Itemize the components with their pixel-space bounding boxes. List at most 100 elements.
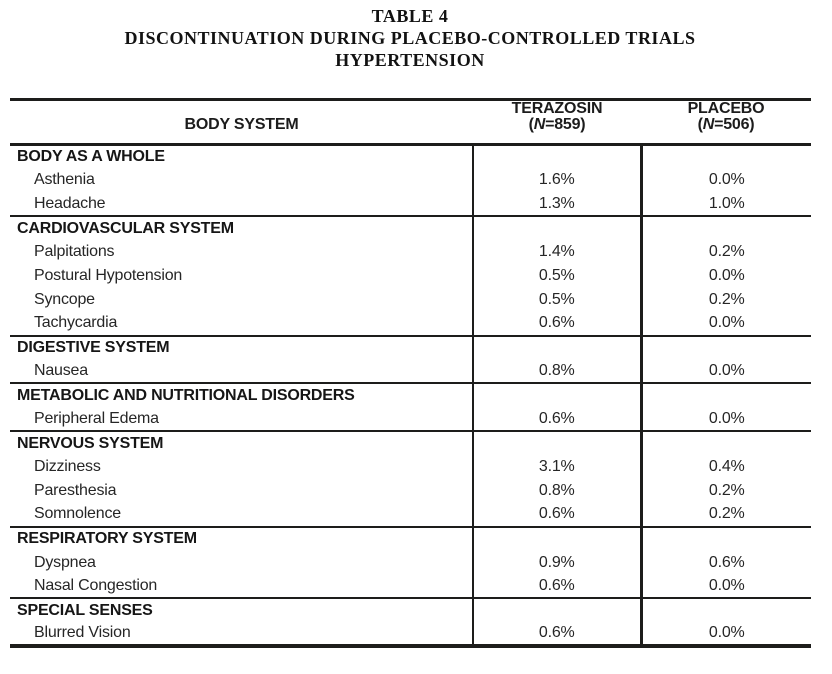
section-header-label: RESPIRATORY SYSTEM xyxy=(10,525,473,551)
section-header-row: CARDIOVASCULAR SYSTEM xyxy=(10,215,811,241)
table-row: Asthenia 1.6% 0.0% xyxy=(10,168,811,193)
table-row: Peripheral Edema 0.6% 0.0% xyxy=(10,407,811,432)
terazosin-value: 0.5% xyxy=(472,287,641,312)
terazosin-value: 1.3% xyxy=(472,192,641,217)
adverse-event-label: Palpitations xyxy=(34,243,115,260)
terazosin-name: TERAZOSIN xyxy=(511,100,603,117)
adverse-event-label: Paresthesia xyxy=(34,481,117,499)
placebo-value: 0.2% xyxy=(639,287,811,312)
section-header-label: SPECIAL SENSES xyxy=(10,597,473,623)
table-row: Dizziness 3.1% 0.4% xyxy=(10,455,811,479)
table-body: BODY AS A WHOLE Asthenia 1.6% 0.0% Headache 1… xyxy=(10,144,811,647)
table-row: Blurred Vision 0.6% 0.0% xyxy=(10,622,811,647)
table-title: TABLE 4 DISCONTINUATION DURING PLACEBO-C… xyxy=(10,5,810,71)
section-header-row: RESPIRATORY SYSTEM xyxy=(10,525,811,551)
terazosin-empty-cell xyxy=(472,430,641,456)
table-row: Tachycardia 0.6% 0.0% xyxy=(10,311,811,336)
placebo-empty-cell xyxy=(639,215,811,241)
column-header-terazosin: TERAZOSIN (N=859) xyxy=(473,99,641,146)
placebo-empty-cell xyxy=(639,382,811,408)
section-header-row: BODY AS A WHOLE xyxy=(10,144,811,169)
section-header-label: METABOLIC AND NUTRITIONAL DISORDERS xyxy=(10,382,473,408)
section-header-row: DIGESTIVE SYSTEM xyxy=(10,334,811,360)
table-row: Nausea 0.8% 0.0% xyxy=(10,359,811,384)
terazosin-empty-cell xyxy=(472,382,641,408)
terazosin-value: 0.6% xyxy=(472,407,641,432)
adverse-event-label: Nasal Congestion xyxy=(34,576,158,594)
table-row: Palpitations 1.4% 0.2% xyxy=(10,240,811,264)
section-header-label: NERVOUS SYSTEM xyxy=(10,430,473,456)
terazosin-empty-cell xyxy=(472,597,641,623)
placebo-empty-cell xyxy=(639,430,811,456)
table-row: Paresthesia 0.8% 0.2% xyxy=(10,478,811,503)
terazosin-value: 1.6% xyxy=(472,168,641,193)
placebo-value: 0.6% xyxy=(639,550,811,575)
column-header-placebo: PLACEBO (N=506) xyxy=(641,99,811,146)
n-open: ( xyxy=(528,116,534,133)
section-header-label: BODY AS A WHOLE xyxy=(17,148,165,166)
terazosin-value: 0.8% xyxy=(472,478,641,503)
placebo-empty-cell xyxy=(639,597,811,623)
table-row: Headache 1.3% 1.0% xyxy=(10,192,811,217)
table-title-sub: HYPERTENSION xyxy=(335,50,485,70)
discontinuation-table: BODY SYSTEM TERAZOSIN (N=859) PLACEBO (N… xyxy=(10,98,811,649)
adverse-event-label: Dyspnea xyxy=(34,553,96,571)
n-italic: N xyxy=(533,116,546,133)
placebo-value: 0.0% xyxy=(639,359,811,384)
terazosin-value: 0.9% xyxy=(472,550,641,575)
adverse-event-label: Somnolence xyxy=(34,505,121,523)
adverse-event-label: Asthenia xyxy=(34,171,95,189)
terazosin-value: 0.6% xyxy=(472,622,641,647)
terazosin-value: 0.6% xyxy=(472,574,641,599)
terazosin-value: 0.8% xyxy=(472,359,641,384)
table-row: Somnolence 0.6% 0.2% xyxy=(10,502,811,527)
placebo-value: 0.0% xyxy=(639,574,811,599)
terazosin-value: 1.4% xyxy=(472,240,641,264)
placebo-empty-cell xyxy=(639,525,811,551)
n-italic: N xyxy=(702,116,715,133)
adverse-event-label: Dizziness xyxy=(34,458,101,476)
placebo-empty-cell xyxy=(639,144,811,169)
terazosin-empty-cell xyxy=(472,334,641,360)
terazosin-n-count: (N=859) xyxy=(473,117,641,133)
adverse-event-label: Tachycardia xyxy=(34,314,118,332)
placebo-value: 0.2% xyxy=(639,478,811,503)
adverse-event-label: Syncope xyxy=(34,290,95,308)
section-header-label: DIGESTIVE SYSTEM xyxy=(10,334,473,360)
section-header-row: NERVOUS SYSTEM xyxy=(10,430,811,456)
placebo-value: 0.0% xyxy=(639,407,811,432)
adverse-event-label: Nausea xyxy=(34,361,88,379)
placebo-value: 1.0% xyxy=(639,192,811,217)
terazosin-value: 0.5% xyxy=(472,263,641,288)
placebo-value: 0.0% xyxy=(639,168,811,193)
placebo-name: PLACEBO xyxy=(687,100,765,117)
table-title-main: DISCONTINUATION DURING PLACEBO-CONTROLLE… xyxy=(124,28,696,48)
table-row: Dyspnea 0.9% 0.6% xyxy=(10,550,811,575)
section-header-row: SPECIAL SENSES xyxy=(10,597,811,623)
placebo-value: 0.2% xyxy=(639,502,811,527)
terazosin-empty-cell xyxy=(472,144,641,169)
placebo-value: 0.0% xyxy=(639,622,811,647)
table-row: Nasal Congestion 0.6% 0.0% xyxy=(10,574,811,599)
header-row: BODY SYSTEM TERAZOSIN (N=859) PLACEBO (N… xyxy=(10,99,811,146)
n-rest: =506) xyxy=(714,116,755,133)
placebo-n-count: (N=506) xyxy=(641,117,811,133)
table-number: TABLE 4 xyxy=(371,6,449,26)
section-header-label: CARDIOVASCULAR SYSTEM xyxy=(10,215,473,241)
adverse-event-label: Postural Hypotension xyxy=(34,266,183,284)
placebo-empty-cell xyxy=(639,334,811,360)
table-header: BODY SYSTEM TERAZOSIN (N=859) PLACEBO (N… xyxy=(10,99,811,146)
placebo-value: 0.0% xyxy=(639,263,811,288)
table-row: Syncope 0.5% 0.2% xyxy=(10,287,811,312)
n-rest: =859) xyxy=(545,116,586,133)
adverse-event-label: Blurred Vision xyxy=(34,624,131,642)
terazosin-empty-cell xyxy=(472,525,641,551)
placebo-value: 0.4% xyxy=(639,455,811,479)
terazosin-empty-cell xyxy=(472,215,641,241)
table-row: Postural Hypotension 0.5% 0.0% xyxy=(10,263,811,288)
placebo-value: 0.2% xyxy=(639,240,811,264)
adverse-event-label: Peripheral Edema xyxy=(34,409,159,427)
adverse-event-label: Headache xyxy=(34,194,106,212)
terazosin-value: 0.6% xyxy=(472,502,641,527)
